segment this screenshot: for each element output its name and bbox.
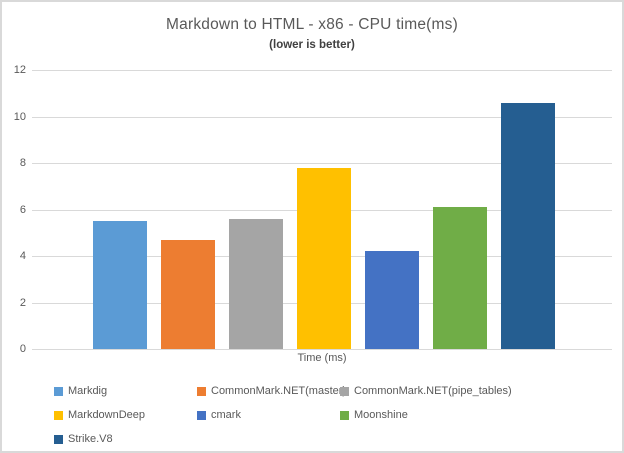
y-tick-label-4: 4 xyxy=(19,250,26,262)
legend-item-cmark: cmark xyxy=(197,409,340,421)
legend-item-commonmark-net-master: CommonMark.NET(master) xyxy=(197,385,346,397)
legend-swatch-strike-v8 xyxy=(54,434,63,444)
bar-commonmark-net-master xyxy=(161,240,215,349)
x-axis-label: Time (ms) xyxy=(297,352,347,364)
legend-swatch-markdowndeep xyxy=(54,410,63,420)
legend-item-markdig: Markdig xyxy=(54,385,197,397)
legend-label-commonmark-net-master: CommonMark.NET(master) xyxy=(211,385,347,397)
plot-area xyxy=(32,70,612,350)
y-tick-label-10: 10 xyxy=(13,110,26,123)
legend-label-markdig: Markdig xyxy=(68,385,108,397)
y-tick-label-12: 12 xyxy=(13,64,26,76)
gridline-y-12 xyxy=(32,70,612,71)
legend-swatch-moonshine xyxy=(340,410,349,420)
legend-label-commonmark-net-pipe-tables: CommonMark.NET(pipe_tables) xyxy=(354,385,512,397)
legend-label-moonshine: Moonshine xyxy=(354,409,408,421)
bar-commonmark-net-pipe-tables xyxy=(229,219,283,349)
gridline-y-10 xyxy=(32,116,612,118)
legend-item-strike-v8: Strike.V8 xyxy=(54,433,197,445)
y-tick-label-8: 8 xyxy=(19,157,26,169)
legend-item-commonmark-net-pipe-tables: CommonMark.NET(pipe_tables) xyxy=(340,385,574,397)
y-tick-label-2: 2 xyxy=(19,296,26,309)
gridline-y-0 xyxy=(32,349,612,350)
legend-item-markdowndeep: MarkdownDeep xyxy=(54,409,197,421)
legend-swatch-markdig xyxy=(54,386,63,396)
legend-label-markdowndeep: MarkdownDeep xyxy=(68,409,146,421)
bar-strike-v8 xyxy=(501,103,555,349)
chart-title: Markdown to HTML - x86 - CPU time(ms) xyxy=(166,16,458,33)
y-tick-label-0: 0 xyxy=(19,343,26,355)
chart-subtitle: (lower is better) xyxy=(269,39,355,51)
bar-moonshine xyxy=(433,207,487,349)
bar-markdowndeep xyxy=(297,168,351,349)
gridline-y-8 xyxy=(32,163,612,164)
legend-swatch-commonmark-net-pipe-tables xyxy=(340,386,349,396)
legend-item-moonshine: Moonshine xyxy=(340,409,574,421)
bar-markdig xyxy=(93,221,147,349)
legend-swatch-cmark xyxy=(197,410,206,420)
bar-cmark xyxy=(365,251,419,349)
legend-label-strike-v8: Strike.V8 xyxy=(68,433,113,445)
y-tick-label-6: 6 xyxy=(19,203,26,216)
legend-swatch-commonmark-net-master xyxy=(197,386,206,396)
chart-legend: Markdig CommonMark.NET(master) CommonMark.… xyxy=(54,385,574,445)
legend-label-cmark: cmark xyxy=(211,409,241,421)
